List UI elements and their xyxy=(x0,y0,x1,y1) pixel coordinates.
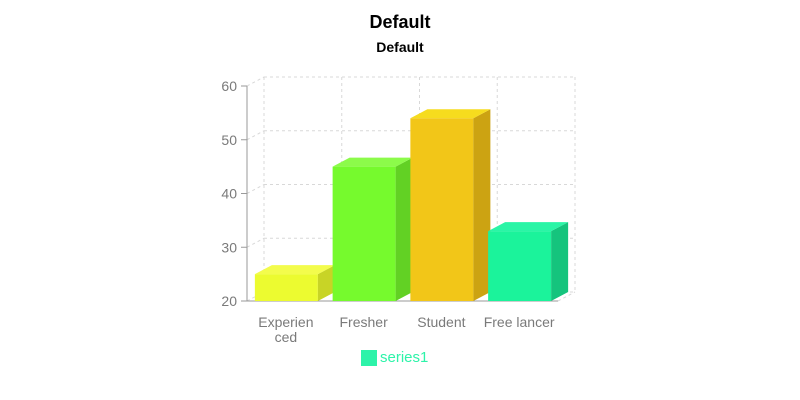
chart-subtitle: Default xyxy=(376,39,424,55)
bar-front xyxy=(254,274,318,301)
bar-side xyxy=(395,157,413,301)
x-category-label: Student xyxy=(417,314,465,330)
x-category-label: Free lancer xyxy=(484,314,555,330)
bar-front xyxy=(410,118,474,301)
legend[interactable]: series1 xyxy=(361,349,428,366)
y-tick-label: 40 xyxy=(221,186,237,202)
x-category-label: Experien xyxy=(258,314,313,330)
legend-label: series1 xyxy=(380,349,429,366)
y-tick-label: 50 xyxy=(221,132,237,148)
grid-diagonal xyxy=(246,76,265,87)
y-tick-label: 60 xyxy=(221,78,237,94)
bar-top xyxy=(254,265,335,275)
grid-diagonal xyxy=(246,130,265,141)
bar-side xyxy=(473,109,491,301)
bar-front xyxy=(488,231,552,301)
y-tick-label: 30 xyxy=(221,239,237,255)
bar-top xyxy=(332,157,413,167)
bar-front xyxy=(332,166,396,301)
x-category-label: Fresher xyxy=(340,314,389,330)
y-tick-label: 20 xyxy=(221,293,237,309)
bar-side xyxy=(317,265,335,301)
bar-side xyxy=(551,222,569,301)
bar-top xyxy=(488,222,569,232)
x-category-label: ced xyxy=(275,329,298,345)
chart-title: Default xyxy=(369,12,431,32)
legend-swatch xyxy=(361,349,377,366)
grid-diagonal xyxy=(246,237,265,248)
bar-top xyxy=(410,109,491,119)
grid-diagonal xyxy=(246,184,265,194)
